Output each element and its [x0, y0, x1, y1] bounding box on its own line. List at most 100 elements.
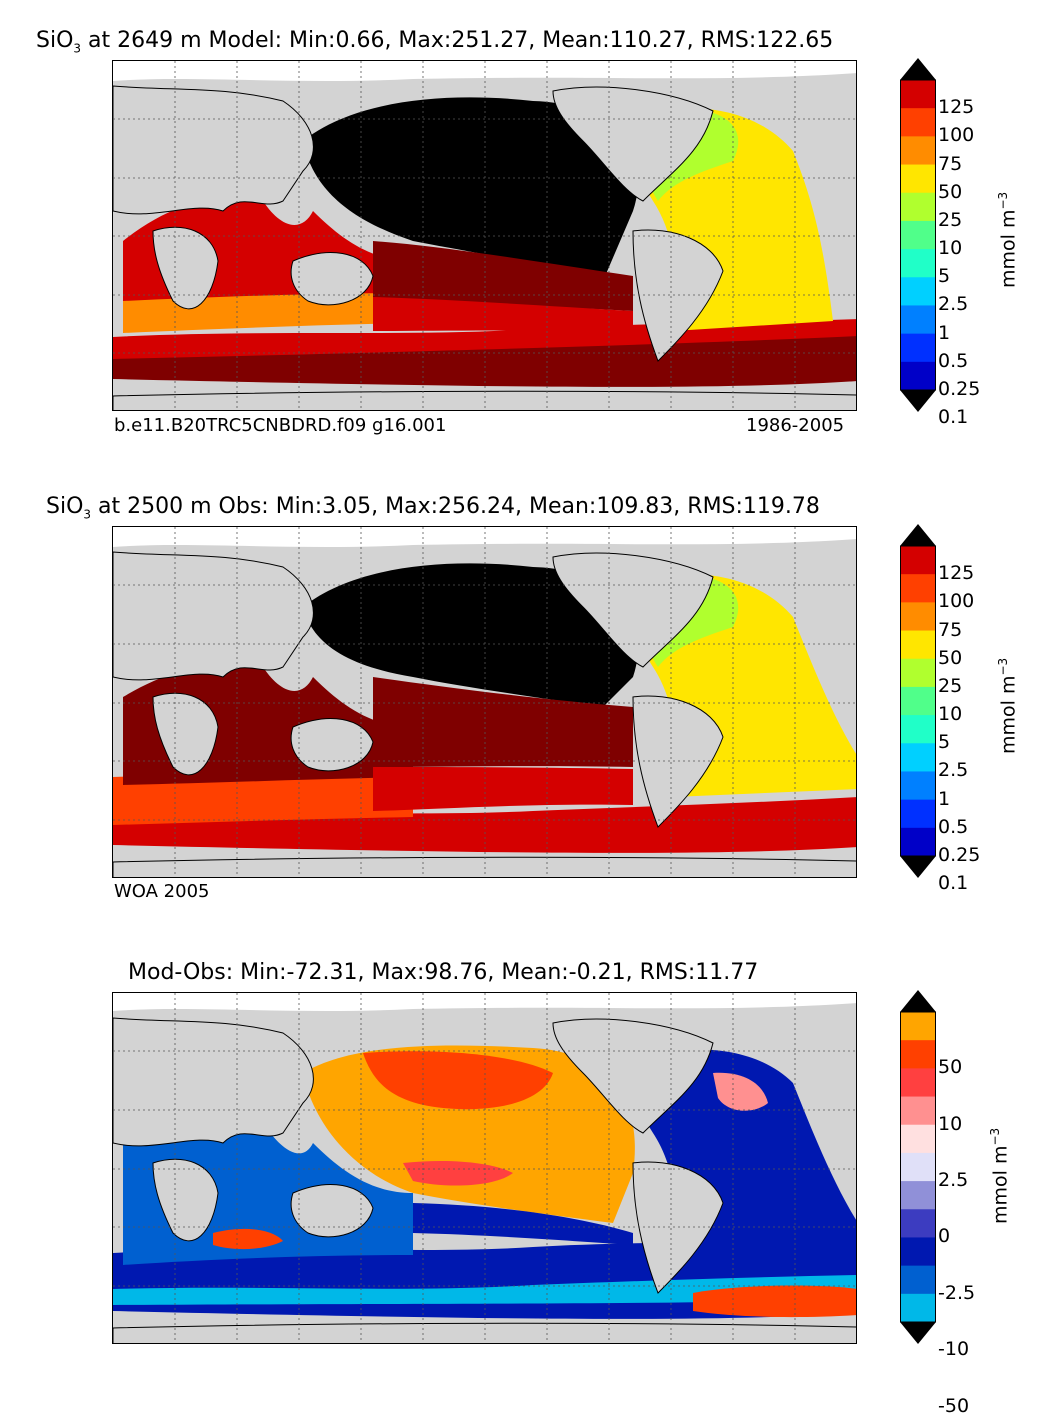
colorbar-tick-label: 100 — [938, 590, 975, 613]
north-atlantic-pink — [713, 1072, 768, 1111]
graticule — [113, 993, 856, 1343]
model-map-svg — [113, 61, 856, 410]
colorbar-segment — [900, 743, 936, 772]
pacific-red — [373, 767, 633, 811]
colorbar-segment — [900, 799, 936, 829]
south-america-landmass — [632, 1161, 724, 1294]
eurasia-landmass — [113, 1017, 314, 1147]
colorbar-tick-label: 0.1 — [938, 872, 969, 895]
model-colorbar — [900, 58, 936, 416]
pacific-black — [303, 563, 639, 707]
colorbar-segment — [900, 602, 936, 632]
southern-cyan-band — [113, 1275, 856, 1305]
diff-map-svg — [113, 993, 856, 1343]
colorbar-segment — [900, 658, 936, 688]
colorbar-segment — [900, 192, 936, 222]
colorbar-tick-label: 100 — [938, 124, 975, 147]
colorbar-tick-label: 10 — [938, 703, 963, 726]
colorbar-segment — [900, 715, 936, 744]
colorbar-segment — [900, 1293, 936, 1323]
north-america-landmass — [552, 86, 714, 202]
colorbar-tick-label: 75 — [938, 618, 963, 641]
colorbar-segment — [900, 1012, 936, 1041]
africa-landmass — [152, 226, 219, 310]
model-colorbar-unit: mmol m−3 — [996, 191, 1020, 288]
colorbar-tick-label: 0.1 — [938, 406, 969, 429]
colorbar-segment — [900, 361, 936, 391]
south-atlantic-red-patch — [693, 1285, 856, 1318]
colorbar-segment — [900, 108, 936, 137]
north-america-landmass — [552, 1018, 714, 1134]
colorbar-extend-top — [900, 990, 936, 1012]
obs-map-svg — [113, 527, 856, 877]
obs-colorbar-unit: mmol m−3 — [996, 657, 1020, 754]
model-case-name: b.e11.B20TRC5CNBDRD.f09 g16.001 — [114, 415, 447, 436]
colorbar-segment — [900, 277, 936, 306]
pacific-darkred — [373, 241, 633, 311]
model-map — [112, 60, 857, 411]
colorbar-tick-label: 2.5 — [938, 1169, 969, 1192]
pacific-black — [303, 97, 639, 281]
indian-orange-band — [113, 773, 413, 825]
colorbar-extend-bottom — [900, 1322, 936, 1344]
colorbar-extend-bottom — [900, 856, 936, 878]
colorbar-tick-label: 0.5 — [938, 815, 969, 838]
eurasia-landmass — [113, 85, 314, 215]
model-colorbar-svg — [900, 58, 936, 412]
diff-panel-title: Mod-Obs: Min:-72.31, Max:98.76, Mean:-0.… — [128, 960, 759, 985]
graticule — [113, 527, 856, 877]
colorbar-tick-label: 25 — [938, 674, 963, 697]
colorbar-tick-label: 2.5 — [938, 293, 969, 316]
arctic-missing — [113, 993, 856, 1011]
model-years: 1986-2005 — [746, 415, 845, 436]
obs-colorbar-svg — [900, 524, 936, 878]
colorbar-segment — [900, 220, 936, 250]
colorbar-segment — [900, 1209, 936, 1238]
colorbar-segment — [900, 1152, 936, 1182]
colorbar-segment — [900, 249, 936, 278]
south-america-landmass — [632, 695, 724, 828]
colorbar-segment — [900, 1124, 936, 1154]
colorbar-segment — [900, 1068, 936, 1098]
colorbar-tick-label: 50 — [938, 646, 963, 669]
colorbar-tick-label: 1 — [938, 321, 951, 344]
pacific-red — [373, 297, 633, 333]
colorbar-tick-label: 0.5 — [938, 349, 969, 372]
colorbar-segment — [900, 630, 936, 660]
obs-colorbar — [900, 524, 936, 882]
eurasia-landmass — [113, 551, 314, 681]
south-america-landmass — [632, 229, 724, 362]
colorbar-segment — [900, 1181, 936, 1210]
north-america-landmass — [552, 552, 714, 668]
colorbar-tick-label: 75 — [938, 152, 963, 175]
colorbar-segment — [900, 1265, 936, 1295]
colorbar-tick-label: 5 — [938, 265, 951, 288]
colorbar-segment — [900, 771, 936, 801]
colorbar-outline — [900, 79, 936, 391]
colorbar-segment — [900, 136, 936, 166]
colorbar-tick-label: 2.5 — [938, 759, 969, 782]
colorbar-tick-label: -2.5 — [938, 1281, 976, 1304]
diff-colorbar-svg — [900, 990, 936, 1344]
colorbar-tick-label: 1 — [938, 787, 951, 810]
diff-map — [112, 992, 857, 1344]
indian-red-patch — [213, 1228, 283, 1250]
pacific-orange — [303, 1045, 635, 1223]
colorbar-extend-top — [900, 524, 936, 546]
colorbar-segment — [900, 546, 936, 575]
colorbar-tick-label: 50 — [938, 1056, 963, 1079]
colorbar-tick-label: 0.25 — [938, 844, 981, 866]
antarctica-landmass — [113, 390, 856, 410]
colorbar-segment — [900, 1096, 936, 1126]
australia-landmass — [290, 718, 374, 772]
africa-landmass — [152, 692, 219, 776]
colorbar-tick-label: -50 — [938, 1394, 970, 1417]
graticule — [113, 61, 856, 410]
colorbar-outline — [900, 1011, 936, 1323]
colorbar-outline — [900, 545, 936, 857]
colorbar-tick-label: -10 — [938, 1338, 970, 1361]
south-pacific-blue — [413, 1203, 633, 1245]
colorbar-tick-label: 0 — [938, 1225, 951, 1248]
colorbar-tick-label: 10 — [938, 237, 963, 260]
model-panel-title: SiO3 at 2649 m Model: Min:0.66, Max:251.… — [36, 28, 834, 56]
